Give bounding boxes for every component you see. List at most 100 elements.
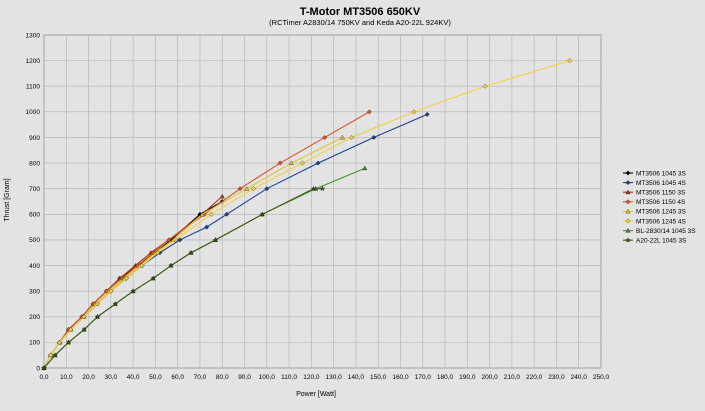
series-8 [41,185,326,371]
y-axis-label: Thrust [Gram] [4,178,11,221]
chart-subtitle: (RCTimer A2830/14 750KV and Keda A20-22L… [269,18,451,27]
y-tick-label: 1000 [26,109,41,116]
data-point [112,301,119,307]
data-point [251,186,256,192]
data-point [224,211,230,217]
x-tick-label: 250,0 [593,374,610,381]
x-tick-label: 70,0 [194,374,207,381]
data-point [208,211,214,217]
x-axis-label: Power [Watt] [296,391,336,398]
legend-entry: A20-22L 1045 3S [623,237,687,245]
data-point [212,237,219,243]
legend-entry: MT3506 1045 3S [623,170,687,177]
data-point [315,160,321,166]
x-axis-ticks: 0,0 10,0 20,0 30,0 40,0 50,0 60,0 70,0 80,0 90,0 1… [39,374,609,381]
data-point [411,109,417,115]
series-6 [41,58,573,371]
data-point [57,339,63,345]
y-tick-label: 200 [29,314,40,321]
data-point [204,224,210,230]
legend-label: MT3506 1150 4S [636,199,686,206]
x-tick-label: 130,0 [325,374,342,381]
data-point [625,237,631,243]
data-point [124,275,129,281]
legend-label: A20-22L 1045 3S [636,238,687,245]
legend-entry: MT3506 1045 4S [623,180,687,187]
plot-area [43,34,602,369]
y-tick-label: 1300 [26,32,41,39]
x-tick-label: 150,0 [370,374,387,381]
x-tick-label: 20,0 [82,374,95,381]
legend-label: MT3506 1045 4S [636,180,687,187]
data-point [625,208,631,214]
data-point [567,58,573,64]
legend-label: BL-2830/14 1045 3S [636,228,696,235]
data-point [81,326,87,332]
y-tick-label: 600 [29,212,40,219]
y-tick-label: 0 [36,365,40,372]
x-tick-label: 40,0 [127,374,140,381]
data-point [108,288,114,294]
series-group [41,58,573,371]
series-line [43,60,570,369]
data-point [264,186,270,192]
legend-entry: BL-2830/14 1045 3S [623,228,696,235]
legend: MT3506 1045 3S MT3506 1045 4S MT3506 1150 … [623,170,696,245]
data-point [625,228,631,233]
data-point [150,275,156,281]
data-point [94,313,101,320]
legend-entry: MT3506 1150 3S [623,190,686,197]
data-point [237,186,243,192]
x-tick-label: 60,0 [171,374,184,381]
x-tick-label: 80,0 [216,374,229,381]
data-point [310,185,317,192]
data-point [188,249,194,256]
data-point [259,211,266,217]
y-tick-label: 900 [29,135,40,142]
y-tick-label: 100 [29,340,40,347]
data-point [625,180,631,186]
x-tick-label: 170,0 [415,374,432,381]
y-tick-label: 500 [29,237,40,244]
data-point [244,186,250,191]
y-tick-label: 1100 [26,84,40,91]
data-point [349,135,354,140]
data-point [177,237,183,243]
x-tick-label: 110,0 [281,374,297,381]
data-point [277,160,283,166]
legend-label: MT3506 1045 3S [636,170,687,177]
data-point [322,135,328,140]
data-point [41,365,47,371]
data-point [482,83,488,89]
data-point [625,170,631,176]
x-tick-label: 100,0 [259,374,276,381]
legend-entry: MT3506 1245 4S [623,218,687,225]
data-point [625,218,631,224]
data-point [139,263,145,268]
data-point [300,160,305,166]
data-point [95,301,100,307]
x-tick-label: 180,0 [437,374,454,381]
x-tick-label: 50,0 [149,374,162,381]
x-tick-label: 200,0 [481,374,498,381]
data-point [48,352,54,358]
legend-label: MT3506 1245 4S [636,218,687,225]
data-point [155,250,161,256]
y-axis-ticks: 0 100 200 300 400 500 600 700 800 900 1000 1100 1200… [26,32,41,372]
x-tick-label: 160,0 [392,374,409,381]
y-tick-label: 1200 [26,58,41,65]
data-point [168,262,174,268]
data-point [166,237,172,243]
y-tick-label: 700 [29,186,40,193]
x-tick-label: 30,0 [105,374,118,381]
data-point [319,185,326,192]
data-point [625,189,631,195]
legend-entry: MT3506 1150 4S [623,199,686,206]
data-point [371,135,377,140]
y-tick-label: 400 [29,263,40,270]
data-point [199,211,205,217]
x-tick-label: 190,0 [459,374,476,381]
y-tick-label: 300 [29,288,40,295]
grid [43,34,602,369]
